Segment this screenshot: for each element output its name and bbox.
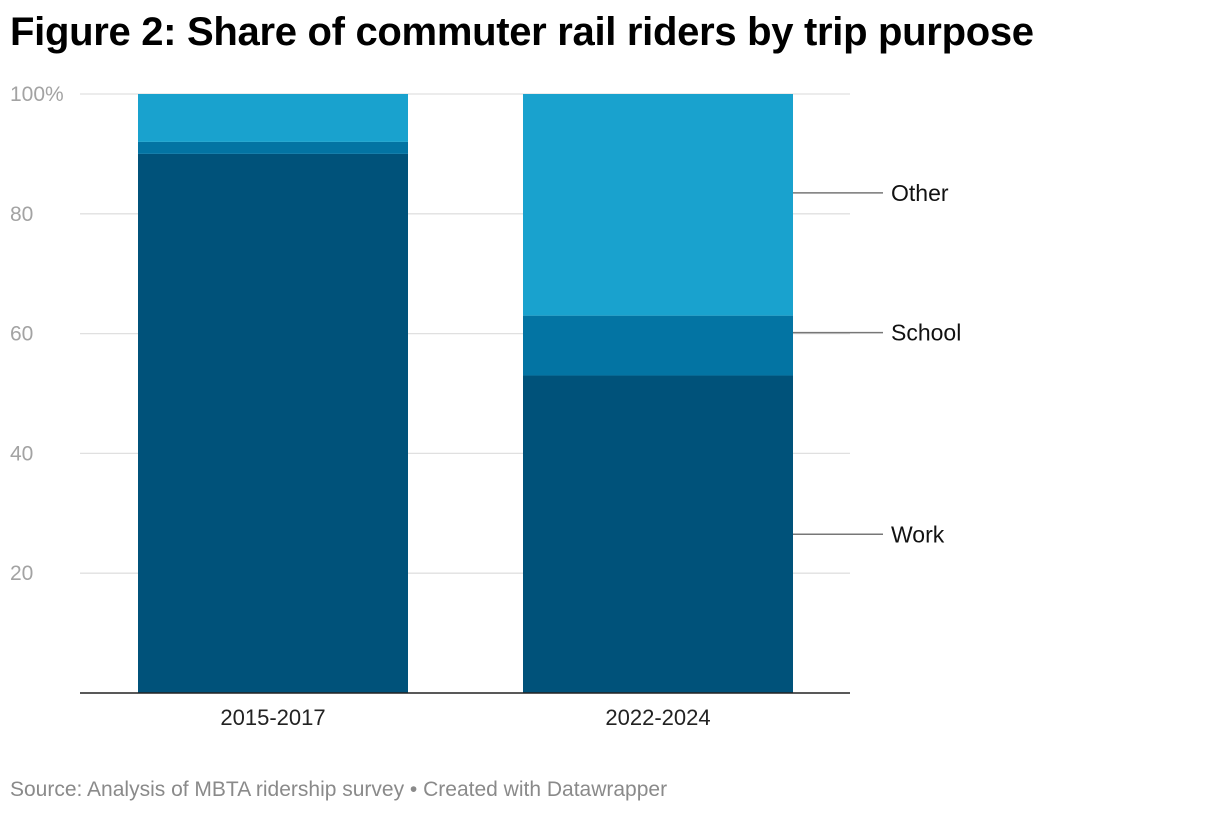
bar-school-2015-2017[interactable] [138,141,408,154]
x-axis-ticks: 2015-2017 2022-2024 [220,705,710,730]
y-tick-label: 100% [10,83,64,106]
x-tick-label: 2022-2024 [605,705,710,730]
bar-work-2022-2024[interactable] [523,375,793,693]
y-tick-label: 40 [10,442,33,465]
series-label-work: Work [891,521,945,547]
bars [138,94,793,693]
chart-title: Figure 2: Share of commuter rail riders … [10,10,1034,54]
y-tick-label: 20 [10,562,33,585]
bar-other-2015-2017[interactable] [138,94,408,142]
series-label-school: School [891,320,961,346]
series-labels: Work School Other [793,180,961,547]
y-axis-ticks: 20 40 60 80 100% [10,83,64,585]
y-tick-label: 60 [10,323,33,346]
series-label-other: Other [891,180,949,206]
source-note: Source: Analysis of MBTA ridership surve… [10,778,668,801]
x-tick-label: 2015-2017 [220,705,325,730]
bar-school-2022-2024[interactable] [523,315,793,376]
bar-work-2015-2017[interactable] [138,153,408,693]
bar-other-2022-2024[interactable] [523,94,793,316]
y-tick-label: 80 [10,203,33,226]
